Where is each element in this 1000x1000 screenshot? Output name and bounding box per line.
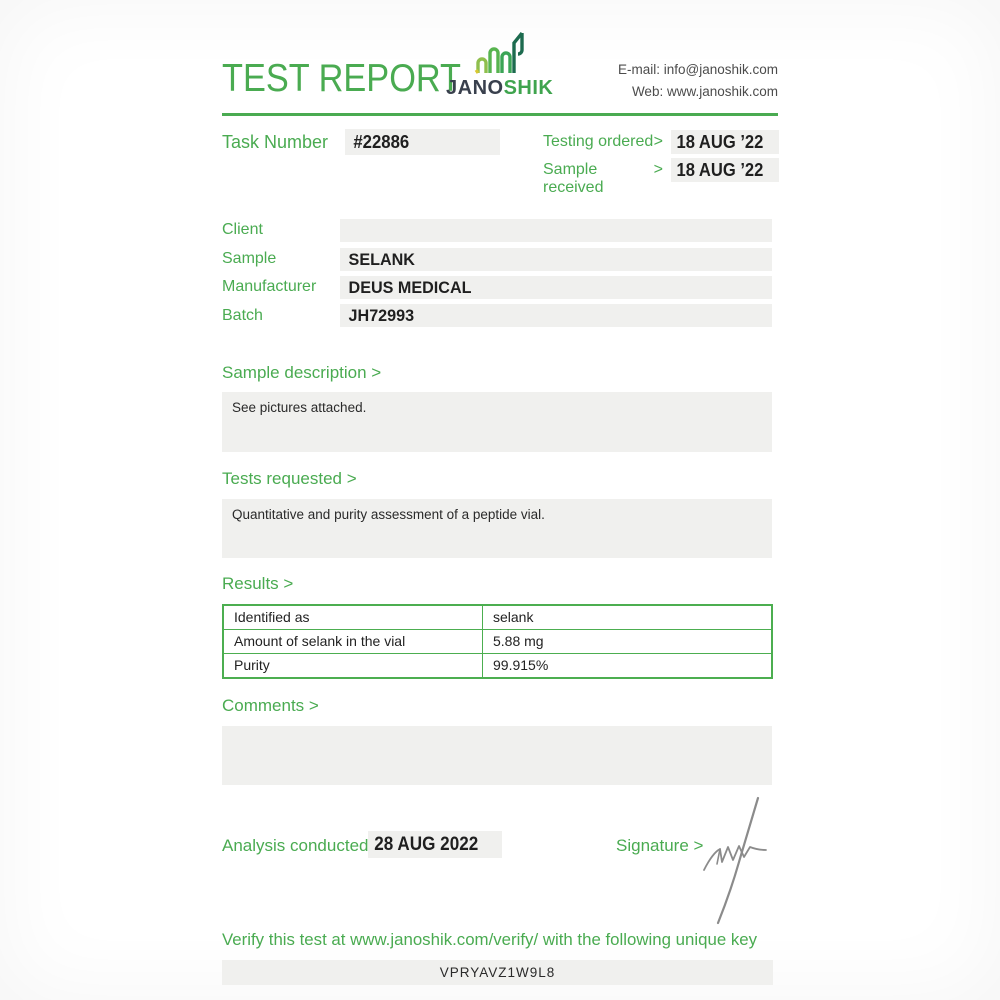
results-heading: Results > bbox=[222, 574, 294, 593]
client-field bbox=[340, 219, 772, 242]
task-number-value: #22886 bbox=[353, 132, 410, 152]
sample-description-body: See pictures attached. bbox=[232, 400, 367, 415]
logo-wordmark: JANOSHIK bbox=[446, 77, 553, 100]
result-name: Amount of selank in the vial bbox=[234, 633, 406, 649]
sample-field: SELANK bbox=[340, 248, 772, 271]
batch-field: JH72993 bbox=[340, 304, 772, 327]
arrow-glyph: > bbox=[653, 161, 663, 178]
client-label: Client bbox=[222, 221, 263, 238]
batch-value: JH72993 bbox=[348, 306, 415, 325]
task-number-label: Task Number bbox=[222, 132, 329, 152]
result-value: 5.88 mg bbox=[482, 630, 771, 653]
client-value bbox=[340, 219, 750, 221]
signature-image bbox=[703, 796, 767, 925]
tests-requested-body: Quantitative and purity assessment of a … bbox=[232, 507, 545, 522]
result-name: Identified as bbox=[234, 609, 310, 625]
sample-received-value: 18 AUG ’22 bbox=[676, 160, 764, 180]
comments-box bbox=[222, 726, 772, 785]
table-row: Amount of selank in the vial 5.88 mg bbox=[224, 629, 771, 653]
page-title: TEST REPORT bbox=[222, 57, 462, 100]
contact-email: E-mail: info@janoshik.com bbox=[617, 62, 778, 77]
result-value: 99.915% bbox=[482, 654, 771, 677]
sample-label: Sample bbox=[222, 250, 277, 267]
comments-body bbox=[222, 726, 772, 742]
logo-text-green: SHIK bbox=[503, 77, 554, 99]
table-row: Identified as selank bbox=[224, 606, 771, 629]
verify-key-field: VPRYAVZ1W9L8 bbox=[222, 960, 773, 985]
sample-description-box: See pictures attached. bbox=[222, 392, 772, 452]
results-table: Identified as selank Amount of selank in… bbox=[222, 604, 773, 679]
sample-description-heading: Sample description > bbox=[222, 363, 382, 382]
comments-heading: Comments > bbox=[222, 696, 319, 715]
testing-ordered-field: 18 AUG ’22 bbox=[671, 130, 779, 154]
header-divider bbox=[222, 113, 778, 116]
table-row: Purity 99.915% bbox=[224, 653, 771, 677]
signature-label: Signature > bbox=[616, 836, 704, 855]
testing-ordered-value: 18 AUG ’22 bbox=[676, 132, 764, 152]
manufacturer-label: Manufacturer bbox=[222, 278, 317, 295]
contact-block: E-mail: info@janoshik.com Web: www.janos… bbox=[618, 59, 778, 103]
analysis-conducted-value: 28 AUG 2022 bbox=[374, 834, 479, 855]
arrow-glyph: > bbox=[653, 133, 663, 150]
batch-label: Batch bbox=[222, 307, 263, 324]
testing-ordered-label: Testing ordered > bbox=[543, 133, 663, 151]
contact-web: Web: www.janoshik.com bbox=[631, 84, 778, 99]
bar-chart-logo-icon bbox=[474, 31, 524, 74]
result-value: selank bbox=[482, 606, 771, 629]
sample-received-field: 18 AUG ’22 bbox=[671, 158, 779, 182]
task-number-field: #22886 bbox=[345, 129, 500, 155]
sample-value: SELANK bbox=[348, 250, 415, 269]
analysis-conducted-label: Analysis conducted > bbox=[222, 836, 384, 855]
analysis-conducted-field: 28 AUG 2022 bbox=[368, 831, 502, 858]
sample-received-label: Sample received > bbox=[543, 161, 663, 197]
manufacturer-field: DEUS MEDICAL bbox=[340, 276, 772, 299]
result-name: Purity bbox=[234, 657, 270, 673]
janoshik-logo: JANOSHIK bbox=[446, 30, 553, 100]
testing-ordered-text: Testing ordered bbox=[543, 133, 654, 150]
manufacturer-value: DEUS MEDICAL bbox=[348, 278, 472, 297]
logo-text-dark: JANO bbox=[446, 77, 504, 99]
sample-received-text: Sample received bbox=[543, 161, 604, 196]
tests-requested-heading: Tests requested > bbox=[222, 469, 357, 488]
tests-requested-box: Quantitative and purity assessment of a … bbox=[222, 499, 772, 558]
verify-instruction: Verify this test at www.janoshik.com/ver… bbox=[222, 930, 758, 949]
verify-key-value: VPRYAVZ1W9L8 bbox=[439, 965, 556, 980]
